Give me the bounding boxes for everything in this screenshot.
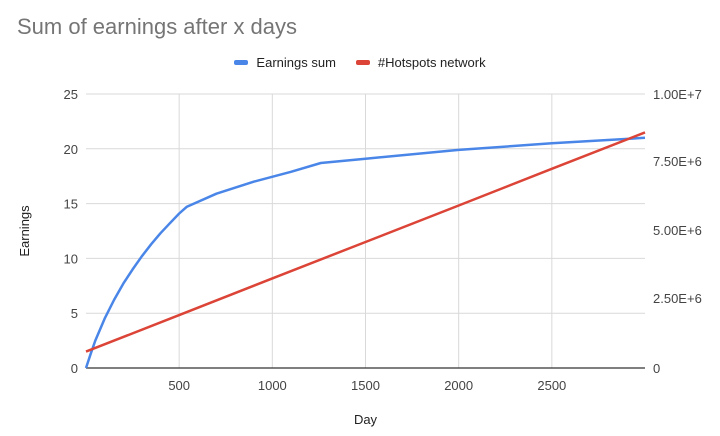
series-line[interactable] xyxy=(85,131,646,353)
y-tick-label: 20 xyxy=(64,142,78,157)
y-tick-label: 0 xyxy=(71,361,78,376)
y2-tick-label: 5.00E+6 xyxy=(653,223,702,238)
legend-label: Earnings sum xyxy=(256,55,336,70)
chart-legend: Earnings sum #Hotspots network xyxy=(0,55,720,70)
x-tick-label: 1500 xyxy=(351,378,380,393)
x-tick-label: 2500 xyxy=(537,378,566,393)
y2-tick-label: 7.50E+6 xyxy=(653,154,702,169)
y-tick-label: 5 xyxy=(71,306,78,321)
y-tick-label: 15 xyxy=(64,197,78,212)
chart-title: Sum of earnings after x days xyxy=(17,14,298,39)
y2-tick-label: 1.00E+7 xyxy=(653,87,702,102)
x-tick-label: 2000 xyxy=(444,378,473,393)
x-axis-title: Day xyxy=(354,412,378,427)
y-tick-label: 25 xyxy=(64,87,78,102)
y-tick-label: 10 xyxy=(64,251,78,266)
legend-item-earnings-sum[interactable]: Earnings sum xyxy=(234,55,336,70)
y-axis-title: Earnings xyxy=(17,205,32,257)
y2-tick-label: 0 xyxy=(653,361,660,376)
legend-item-hotspots-network[interactable]: #Hotspots network xyxy=(355,55,486,70)
legend-swatch-red-icon xyxy=(355,60,370,65)
x-tick-label: 500 xyxy=(168,378,190,393)
x-tick-label: 1000 xyxy=(258,378,287,393)
legend-label: #Hotspots network xyxy=(377,55,486,70)
series-line[interactable] xyxy=(84,136,646,369)
legend-swatch-blue-icon xyxy=(234,60,249,65)
y2-tick-label: 2.50E+6 xyxy=(653,291,702,306)
